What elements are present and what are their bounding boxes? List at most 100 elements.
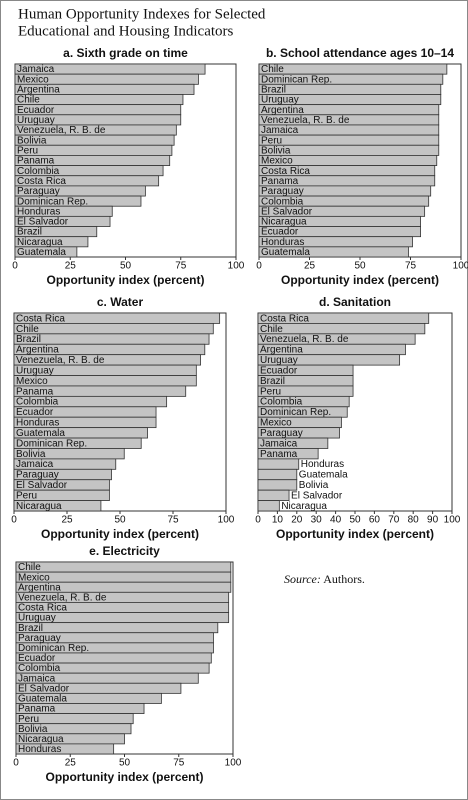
x-tick-label: 25 [304, 261, 316, 272]
category-label: Honduras [16, 418, 59, 429]
bar [14, 246, 78, 258]
category-label: Honduras [301, 459, 344, 470]
category-label: Chile [261, 64, 284, 75]
category-label: El Salvador [16, 480, 68, 491]
category-label: Argentina [16, 345, 59, 356]
category-label: Nicaragua [18, 734, 64, 745]
category-label: Peru [18, 714, 39, 725]
category-label: Brazil [18, 623, 43, 634]
category-label: Dominican Rep. [260, 407, 331, 418]
category-label: Ecuador [17, 105, 55, 116]
category-label: Ecuador [18, 653, 56, 664]
panel-title: c. Water [97, 295, 144, 309]
category-label: Jamaica [261, 125, 299, 136]
category-label: Panama [18, 704, 56, 715]
bar [15, 743, 115, 755]
x-tick-label: 0 [12, 261, 18, 272]
bar [13, 323, 214, 335]
bar [14, 94, 184, 106]
category-label: Colombia [17, 166, 60, 177]
x-tick-label: 60 [369, 515, 381, 526]
category-label: El Salvador [261, 206, 313, 217]
x-tick-label: 0 [255, 515, 261, 526]
bar [13, 333, 210, 345]
x-tick-label: 75 [173, 758, 185, 769]
category-label: Dominican Rep. [16, 438, 87, 449]
source-label: Source: [284, 572, 321, 586]
x-tick-label: 20 [291, 515, 303, 526]
category-label: Uruguay [17, 115, 55, 126]
category-label: Mexico [260, 418, 292, 429]
category-label: Uruguay [260, 355, 298, 366]
x-tick-label: 0 [11, 515, 17, 526]
category-label: Guatemala [16, 428, 65, 439]
category-label: Panama [260, 449, 298, 460]
x-axis-label: Opportunity index (percent) [41, 527, 199, 541]
category-label: Guatemala [299, 470, 348, 481]
category-label: Paraguay [260, 428, 303, 439]
category-label: Costa Rica [18, 603, 67, 614]
category-label: Colombia [261, 196, 304, 207]
bar [258, 134, 440, 146]
x-tick-label: 75 [167, 515, 179, 526]
x-tick-label: 50 [119, 758, 131, 769]
category-label: Argentina [17, 85, 60, 96]
x-tick-label: 100 [228, 261, 245, 272]
x-tick-label: 50 [349, 515, 361, 526]
category-label: Peru [17, 145, 38, 156]
category-label: Colombia [18, 663, 61, 674]
category-label: Chile [16, 324, 39, 335]
category-label: Brazil [260, 376, 285, 387]
category-label: Venezuela, R. B. de [17, 125, 106, 136]
category-label: Dominican Rep. [18, 643, 89, 654]
category-label: Bolivia [261, 145, 291, 156]
bar [258, 63, 448, 75]
category-label: Colombia [260, 397, 303, 408]
category-label: Ecuador [260, 365, 298, 376]
x-tick-label: 0 [13, 758, 19, 769]
panel-title: d. Sanitation [319, 295, 391, 309]
category-label: Argentina [261, 105, 304, 116]
category-label: Nicaragua [17, 237, 63, 248]
category-label: Bolivia [17, 135, 47, 146]
x-tick-label: 25 [65, 261, 77, 272]
bar [257, 323, 426, 335]
x-tick-label: 50 [354, 261, 366, 272]
category-label: Paraguay [16, 470, 59, 481]
panel-title: a. Sixth grade on time [63, 46, 188, 60]
x-tick-label: 100 [218, 515, 235, 526]
source-text: Authors. [323, 572, 365, 586]
category-label: Guatemala [17, 247, 66, 258]
category-label: Venezuela, R. B. de [16, 355, 105, 366]
category-label: Panama [16, 386, 54, 397]
category-label: Guatemala [261, 247, 310, 258]
x-tick-label: 50 [114, 515, 126, 526]
x-tick-label: 10 [272, 515, 284, 526]
category-label: Costa Rica [17, 176, 66, 187]
x-axis-label: Opportunity index (percent) [45, 770, 203, 784]
category-label: Brazil [261, 85, 286, 96]
x-tick-label: 25 [65, 758, 77, 769]
category-label: Jamaica [18, 673, 56, 684]
category-label: Jamaica [260, 438, 298, 449]
bar [14, 144, 173, 156]
x-tick-label: 75 [175, 261, 187, 272]
bar [257, 479, 298, 491]
category-label: Peru [260, 386, 281, 397]
bar [257, 458, 300, 470]
category-label: Nicaragua [261, 217, 307, 228]
category-label: El Salvador [17, 217, 69, 228]
panel-title: b. School attendance ages 10–14 [266, 46, 454, 60]
x-tick-label: 100 [453, 261, 468, 272]
category-label: Mexico [16, 376, 48, 387]
category-label: Peru [261, 135, 282, 146]
category-label: Costa Rica [261, 166, 310, 177]
category-label: Panama [261, 176, 299, 187]
bar [257, 500, 280, 512]
bar [15, 622, 219, 634]
bar [258, 246, 409, 258]
category-label: Honduras [261, 237, 304, 248]
category-label: Mexico [261, 156, 293, 167]
category-label: Peru [16, 491, 37, 502]
